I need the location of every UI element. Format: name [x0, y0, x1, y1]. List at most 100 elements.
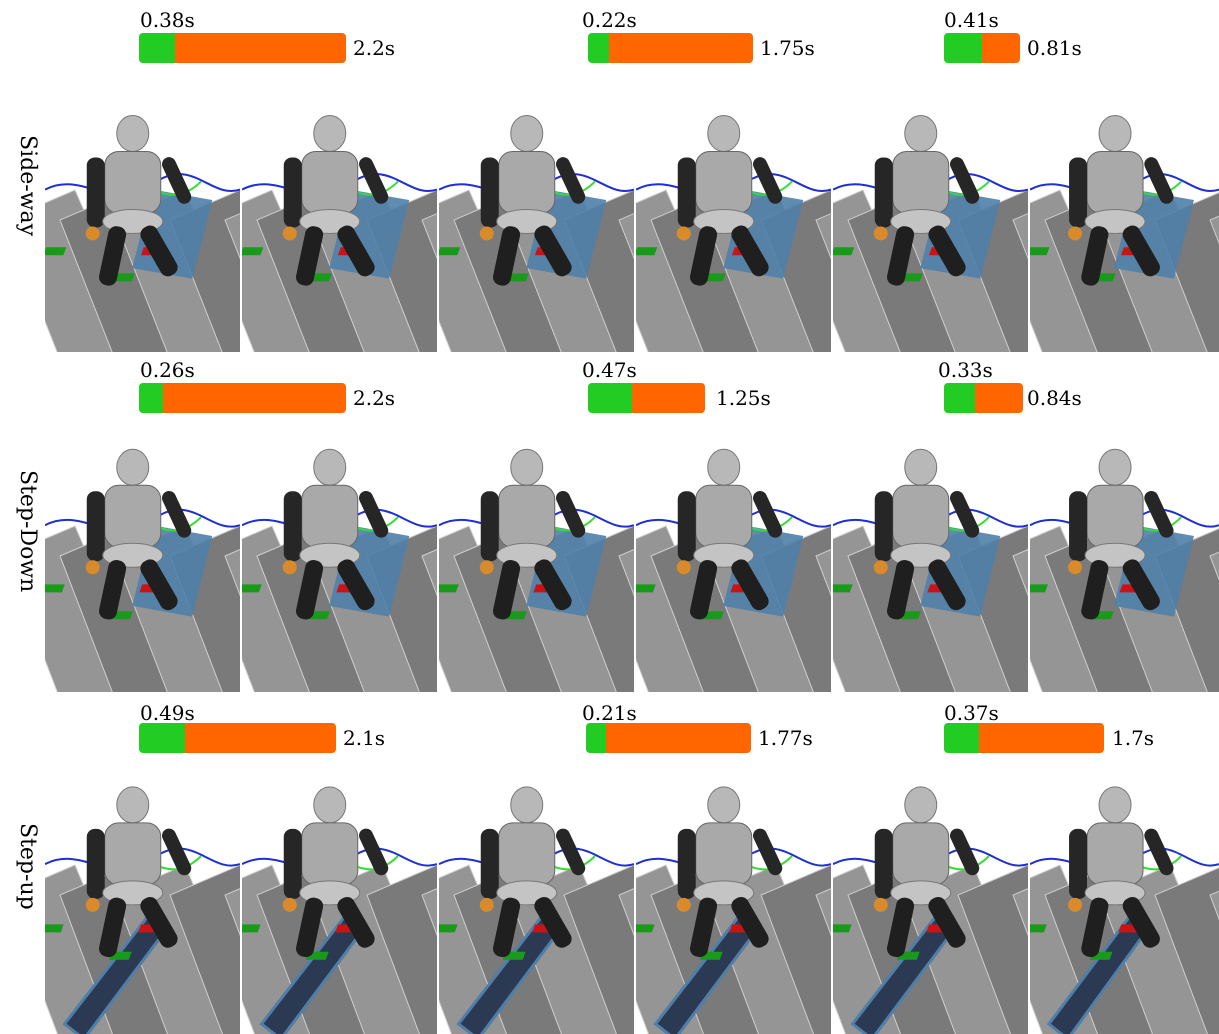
ground-slab	[224, 888, 240, 937]
total-time-label: 0.81s	[1027, 36, 1082, 60]
robot-torso	[498, 150, 556, 214]
robot-arm	[1144, 157, 1174, 204]
robot-leg	[296, 560, 324, 620]
snapshot-scene	[242, 786, 437, 1034]
snapshot-scene	[833, 786, 1028, 1034]
robot-arm	[753, 828, 783, 876]
robot-head	[116, 786, 150, 824]
robot-torso	[498, 822, 556, 886]
robot-snapshot-panel	[1030, 760, 1219, 1034]
snapshot-scene	[45, 114, 240, 352]
robot-torso	[695, 822, 753, 886]
robot-arm	[1144, 490, 1174, 538]
execution-segment	[606, 723, 751, 753]
ground-slab	[1012, 888, 1028, 937]
robot-leg	[887, 560, 915, 620]
execution-segment	[185, 723, 336, 753]
planning-time-label: 0.22s	[582, 8, 637, 32]
robot-arm	[162, 828, 192, 876]
total-time-label: 2.2s	[353, 386, 396, 410]
snapshot-scene	[242, 114, 437, 352]
robot-leg	[493, 226, 521, 286]
ground-slab	[815, 888, 831, 937]
snapshot-scene	[439, 448, 634, 692]
robot-arm	[359, 828, 389, 876]
ground-slab	[957, 864, 1028, 1034]
execution-segment	[979, 723, 1104, 753]
planning-segment	[588, 33, 609, 63]
ground-slab	[224, 213, 240, 260]
robot-arm	[86, 157, 105, 228]
robot-leg	[690, 897, 718, 958]
robot-torso	[695, 484, 753, 548]
robot-arm	[359, 490, 389, 538]
robot-leg	[1122, 896, 1160, 948]
robot	[85, 786, 192, 958]
total-time-label: 1.75s	[760, 36, 815, 60]
planning-time-label: 0.47s	[582, 358, 637, 382]
robot-arm	[753, 490, 783, 538]
robot-torso	[301, 150, 359, 214]
robot-leg	[731, 896, 769, 948]
robot-torso	[104, 822, 162, 886]
planning-segment	[944, 383, 975, 413]
robot-arm	[162, 157, 192, 204]
timing-bar	[586, 723, 751, 753]
robot-leg	[887, 226, 915, 286]
robot-leg	[337, 559, 375, 611]
robot-head	[707, 448, 741, 486]
ground-slab	[1209, 890, 1219, 921]
robot-arm	[1069, 491, 1088, 562]
robot-torso	[1086, 484, 1144, 548]
ground-slab	[421, 549, 437, 597]
contact-marker	[439, 247, 461, 256]
robot-head	[313, 448, 347, 486]
execution-segment	[982, 33, 1020, 63]
timing-bar	[944, 723, 1104, 753]
execution-segment	[609, 33, 753, 63]
robot-head	[1098, 448, 1132, 486]
robot-leg	[690, 560, 718, 620]
robot-leg	[887, 897, 915, 958]
robot-snapshot-panel	[439, 423, 634, 692]
planning-time-label: 0.21s	[582, 701, 637, 725]
robot-leg	[140, 896, 178, 948]
robot-arm	[162, 490, 192, 538]
robot-hand	[85, 226, 100, 241]
total-time-label: 2.2s	[353, 36, 396, 60]
robot-leg	[140, 559, 178, 611]
robot-arm	[950, 828, 980, 876]
robot-head	[510, 786, 544, 824]
timing-bar	[588, 33, 753, 63]
contact-marker	[45, 584, 65, 593]
robot-head	[1098, 114, 1132, 152]
robot-torso	[104, 150, 162, 214]
contact-marker	[242, 247, 264, 256]
robot-leg	[690, 226, 718, 286]
ground-slab	[1209, 215, 1219, 245]
robot-leg	[1122, 559, 1160, 611]
robot-arm	[677, 157, 696, 228]
robot-hand	[1068, 226, 1083, 241]
robot-hand	[479, 897, 494, 912]
ground-slab	[366, 864, 437, 1034]
timing-bar	[944, 383, 1023, 413]
ground-slab	[421, 888, 437, 937]
robot-torso	[498, 484, 556, 548]
robot-arm	[283, 157, 302, 228]
robot-torso	[1086, 150, 1144, 214]
snapshot-scene	[45, 786, 240, 1034]
ground-slab	[1209, 551, 1219, 581]
contact-marker	[636, 584, 656, 593]
robot-hand	[873, 560, 888, 575]
robot	[479, 448, 586, 620]
execution-segment	[975, 383, 1023, 413]
ground-slab	[618, 213, 634, 260]
robot-leg	[140, 225, 178, 277]
robot-snapshot-panel	[636, 423, 831, 692]
snapshot-scene	[1030, 448, 1219, 692]
total-time-label: 1.25s	[716, 386, 771, 410]
robot-snapshot-panel	[439, 90, 634, 352]
robot-arm	[677, 828, 696, 899]
planning-segment	[944, 723, 979, 753]
